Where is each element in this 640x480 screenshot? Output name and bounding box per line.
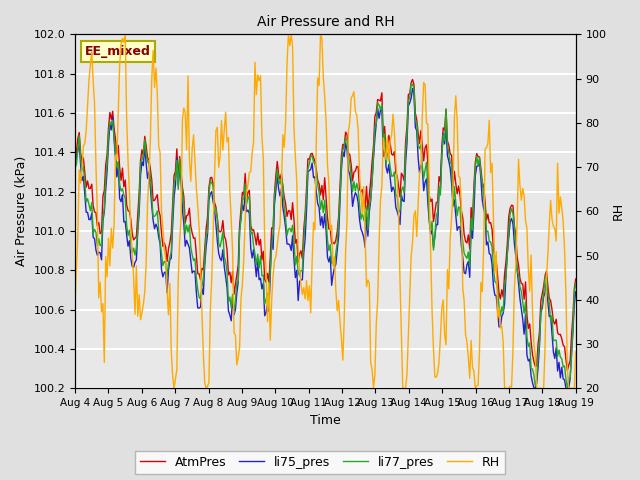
Title: Air Pressure and RH: Air Pressure and RH bbox=[257, 15, 394, 29]
Y-axis label: Air Pressure (kPa): Air Pressure (kPa) bbox=[15, 156, 28, 266]
Text: EE_mixed: EE_mixed bbox=[85, 45, 151, 58]
X-axis label: Time: Time bbox=[310, 414, 340, 427]
Line: li77_pres: li77_pres bbox=[75, 84, 576, 388]
Line: RH: RH bbox=[75, 35, 576, 388]
Line: AtmPres: AtmPres bbox=[75, 80, 576, 371]
Legend: AtmPres, li75_pres, li77_pres, RH: AtmPres, li75_pres, li77_pres, RH bbox=[135, 451, 505, 474]
Line: li75_pres: li75_pres bbox=[75, 88, 576, 388]
Y-axis label: RH: RH bbox=[612, 202, 625, 220]
